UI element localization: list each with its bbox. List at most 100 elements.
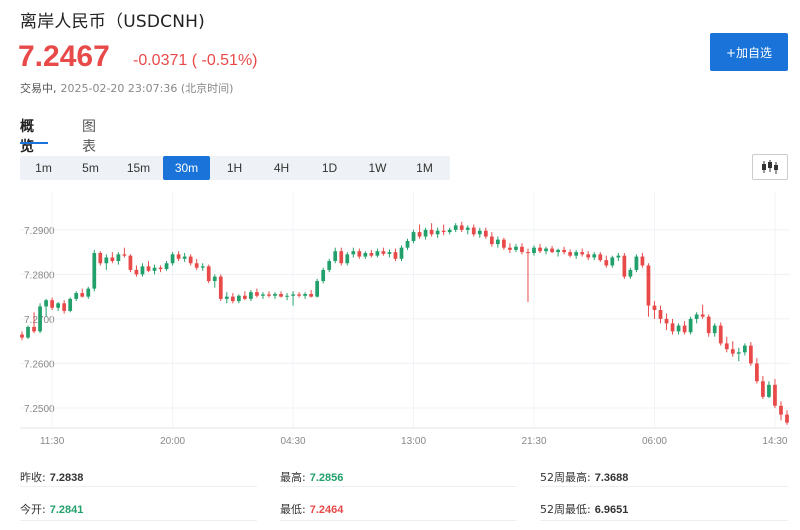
candle-body — [604, 260, 609, 266]
timeframe-1w[interactable]: 1W — [368, 161, 387, 175]
stat-label: 52周最高: — [540, 471, 591, 484]
candle-body — [688, 318, 693, 333]
candle-body — [586, 254, 591, 258]
tab-chart[interactable]: 图表 — [82, 119, 96, 155]
divider — [20, 486, 257, 487]
candle-body — [592, 254, 597, 258]
x-tick-label: 20:00 — [160, 436, 185, 447]
candle-body — [736, 352, 741, 354]
candle-body — [748, 345, 753, 364]
candle-body — [538, 247, 542, 252]
candle-body — [206, 266, 211, 282]
stat-high: 最高: 7.2856 — [280, 469, 343, 485]
candle-body — [773, 384, 777, 406]
candle-body — [80, 293, 85, 297]
candle-body — [405, 240, 410, 248]
candle-body — [327, 261, 332, 270]
candle-body — [357, 251, 362, 257]
candle-body — [38, 306, 42, 332]
candle-body — [724, 343, 729, 350]
candle-body — [471, 227, 476, 235]
status-label: 交易中, — [20, 82, 57, 95]
candle-body — [676, 325, 681, 332]
candle-body — [544, 248, 548, 252]
candle-body — [718, 325, 723, 344]
candle-body — [712, 325, 717, 334]
candle-body — [700, 314, 705, 317]
candle-body — [62, 303, 67, 311]
timeframe-1m[interactable]: 1m — [35, 161, 52, 175]
current-price: 7.2467 — [18, 40, 110, 73]
timeframe-1d[interactable]: 1D — [321, 161, 338, 175]
candle-body — [279, 293, 283, 297]
candle-body — [381, 251, 386, 254]
candle-body — [459, 225, 464, 230]
timeframe-1h[interactable]: 1H — [226, 161, 243, 175]
stat-value: 7.2464 — [309, 504, 344, 516]
candle-body — [465, 227, 470, 230]
candle-body — [32, 326, 36, 332]
x-tick-label: 14:30 — [762, 436, 787, 447]
candle-body — [128, 255, 133, 270]
chart-type-button[interactable] — [752, 154, 788, 180]
candle-body — [261, 294, 265, 296]
candle-body — [423, 229, 428, 237]
candle-body — [285, 295, 289, 297]
price-chart[interactable]: 7.29007.28007.27007.26007.250011:3020:00… — [20, 192, 790, 450]
tab-overview[interactable]: 概览 — [20, 119, 34, 155]
timeframe-5m[interactable]: 5m — [82, 161, 99, 175]
candle-body — [182, 256, 187, 259]
candle-body — [742, 345, 747, 353]
candle-body — [489, 236, 494, 245]
stat-52w-low: 52周最低: 6.9651 — [540, 501, 628, 517]
candle-body — [110, 257, 115, 262]
y-tick-label: 7.2600 — [24, 359, 55, 370]
candle-body — [267, 294, 271, 296]
divider — [540, 486, 788, 487]
candle-body — [562, 249, 566, 253]
candle-body — [532, 247, 536, 254]
stat-value: 6.9651 — [594, 504, 629, 516]
divider — [540, 520, 788, 521]
stat-value: 7.2856 — [309, 472, 344, 484]
x-tick-label: 21:30 — [521, 436, 546, 447]
candle-body — [682, 325, 687, 333]
candle-body — [224, 296, 229, 299]
timeframe-15m[interactable]: 15m — [126, 161, 151, 175]
stat-prev-close: 昨收: 7.2838 — [20, 469, 83, 485]
candle-body — [429, 229, 434, 235]
candlestick-chart: 7.29007.28007.27007.26007.250011:3020:00… — [20, 192, 790, 447]
price-change: -0.0371 ( -0.51%) — [133, 52, 258, 69]
candle-body — [50, 300, 54, 308]
timeframe-1mo[interactable]: 1M — [416, 161, 433, 175]
timeframe-30m[interactable]: 30m — [163, 156, 210, 180]
candle-body — [236, 295, 241, 302]
candle-body — [273, 293, 277, 296]
candle-body — [646, 265, 651, 306]
candle-body — [86, 288, 91, 297]
candle-body — [98, 253, 103, 264]
candle-body — [598, 254, 603, 261]
candle-body — [453, 225, 458, 230]
stat-low: 最低: 7.2464 — [280, 501, 343, 517]
candle-body — [194, 263, 199, 268]
stat-value: 7.2841 — [49, 504, 84, 516]
candle-body — [502, 239, 506, 248]
divider — [280, 486, 517, 487]
add-watchlist-button[interactable]: +加自选 — [710, 33, 788, 71]
candle-body — [188, 256, 193, 264]
candle-body — [212, 276, 217, 282]
candle-body — [411, 232, 416, 241]
candle-body — [514, 246, 518, 250]
stat-open: 今开: 7.2841 — [20, 501, 83, 517]
candle-body — [664, 318, 669, 324]
stat-label: 昨收: — [20, 471, 46, 484]
candle-body — [628, 269, 633, 277]
candle-body — [230, 296, 235, 302]
candle-body — [755, 363, 759, 382]
candle-body — [218, 276, 223, 299]
candle-body — [526, 252, 530, 254]
timeframe-4h[interactable]: 4H — [273, 161, 290, 175]
candle-body — [243, 295, 247, 299]
y-tick-label: 7.2900 — [24, 226, 55, 237]
